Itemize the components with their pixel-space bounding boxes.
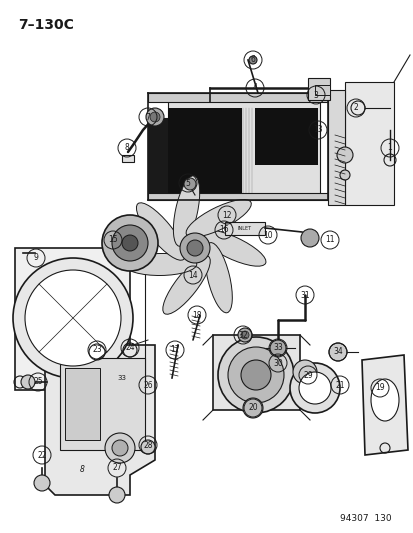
Text: 32: 32 [237, 330, 247, 340]
Ellipse shape [185, 199, 251, 237]
Text: 31: 31 [299, 290, 309, 300]
Circle shape [112, 440, 128, 456]
Text: 26: 26 [143, 381, 152, 390]
Circle shape [328, 343, 346, 361]
Circle shape [269, 340, 285, 356]
Text: 12: 12 [222, 211, 231, 220]
Polygon shape [168, 108, 242, 195]
Circle shape [13, 258, 133, 378]
Polygon shape [147, 118, 168, 195]
Polygon shape [60, 358, 145, 450]
Text: 14: 14 [188, 271, 197, 279]
Polygon shape [307, 78, 329, 100]
Text: 5: 5 [185, 179, 190, 188]
Text: 7: 7 [145, 112, 150, 122]
Circle shape [25, 270, 121, 366]
Text: 29: 29 [302, 370, 312, 379]
Text: 94307  130: 94307 130 [339, 514, 391, 523]
Circle shape [102, 215, 158, 271]
Text: 33: 33 [273, 343, 282, 352]
Circle shape [146, 108, 164, 126]
Circle shape [21, 375, 35, 389]
Polygon shape [361, 355, 407, 455]
Polygon shape [254, 108, 317, 165]
Circle shape [122, 235, 138, 251]
Polygon shape [65, 368, 100, 440]
Text: 4: 4 [252, 84, 257, 93]
Text: 33: 33 [117, 375, 126, 381]
Circle shape [228, 347, 283, 403]
Circle shape [218, 337, 293, 413]
Polygon shape [344, 82, 393, 205]
Text: 9: 9 [33, 254, 38, 262]
Polygon shape [147, 93, 327, 102]
Text: 18: 18 [192, 311, 201, 319]
Circle shape [339, 170, 349, 180]
Circle shape [109, 487, 125, 503]
Polygon shape [122, 155, 134, 162]
Text: 3: 3 [313, 91, 318, 100]
Ellipse shape [204, 243, 232, 313]
Text: 20: 20 [247, 403, 257, 413]
Text: 10: 10 [263, 230, 272, 239]
Circle shape [34, 475, 50, 491]
Circle shape [183, 178, 195, 190]
Polygon shape [212, 335, 299, 410]
Circle shape [105, 433, 135, 463]
Text: 23: 23 [92, 345, 102, 354]
Circle shape [240, 360, 271, 390]
Text: 7–130C: 7–130C [18, 18, 74, 32]
Ellipse shape [173, 176, 199, 246]
Text: 25: 25 [33, 377, 43, 386]
Text: 27: 27 [112, 464, 121, 472]
Text: 11: 11 [325, 236, 334, 245]
Polygon shape [224, 222, 264, 235]
Polygon shape [168, 100, 319, 195]
Circle shape [289, 363, 339, 413]
Ellipse shape [162, 256, 210, 314]
Circle shape [187, 240, 202, 256]
Text: 13: 13 [312, 125, 322, 134]
Ellipse shape [124, 254, 196, 276]
Text: 8: 8 [124, 143, 129, 152]
Text: INLET: INLET [237, 227, 252, 231]
Ellipse shape [199, 230, 265, 266]
Text: 15: 15 [108, 236, 118, 245]
Circle shape [150, 112, 159, 122]
Circle shape [180, 233, 209, 263]
Text: 17: 17 [170, 345, 179, 354]
Ellipse shape [136, 203, 185, 260]
Text: 8: 8 [79, 465, 84, 474]
Text: 1: 1 [387, 143, 392, 152]
Circle shape [240, 331, 248, 339]
Polygon shape [15, 248, 130, 390]
Circle shape [141, 440, 154, 454]
Circle shape [112, 225, 147, 261]
Polygon shape [147, 193, 327, 200]
Text: 2: 2 [353, 103, 358, 112]
Circle shape [242, 398, 262, 418]
Text: 16: 16 [218, 225, 228, 235]
Polygon shape [327, 90, 344, 205]
Text: 34: 34 [332, 348, 342, 357]
Circle shape [237, 328, 252, 342]
Circle shape [248, 56, 256, 64]
Text: 6: 6 [250, 55, 255, 64]
Text: 28: 28 [143, 440, 152, 449]
Text: 30: 30 [273, 359, 282, 367]
Polygon shape [314, 85, 329, 95]
Circle shape [298, 372, 330, 404]
Circle shape [292, 360, 316, 384]
Ellipse shape [370, 379, 398, 421]
Text: 21: 21 [335, 381, 344, 390]
Text: 19: 19 [374, 384, 384, 392]
Text: 24: 24 [125, 343, 135, 352]
Circle shape [336, 147, 352, 163]
Circle shape [300, 229, 318, 247]
Text: 22: 22 [37, 450, 47, 459]
Polygon shape [45, 345, 154, 495]
